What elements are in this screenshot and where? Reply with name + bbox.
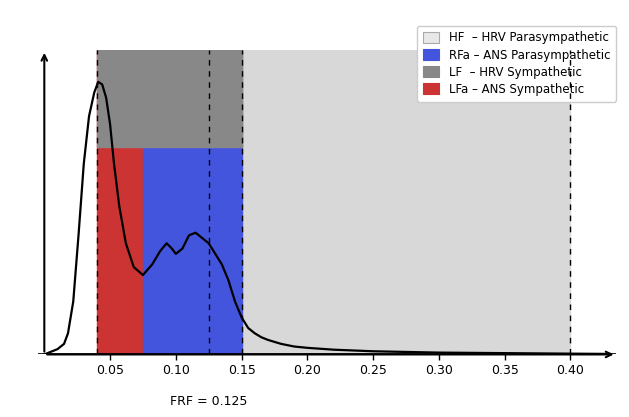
Legend: HF  – HRV Parasympathetic, RFa – ANS Parasympathetic, LF  – HRV Sympathetic, LFa: HF – HRV Parasympathetic, RFa – ANS Para… (417, 25, 616, 102)
Bar (242, 50, 571, 354)
Bar (97, 50, 143, 354)
Text: FRF = 0.125: FRF = 0.125 (170, 395, 247, 409)
Bar (97, 50, 242, 148)
Bar (143, 50, 242, 354)
